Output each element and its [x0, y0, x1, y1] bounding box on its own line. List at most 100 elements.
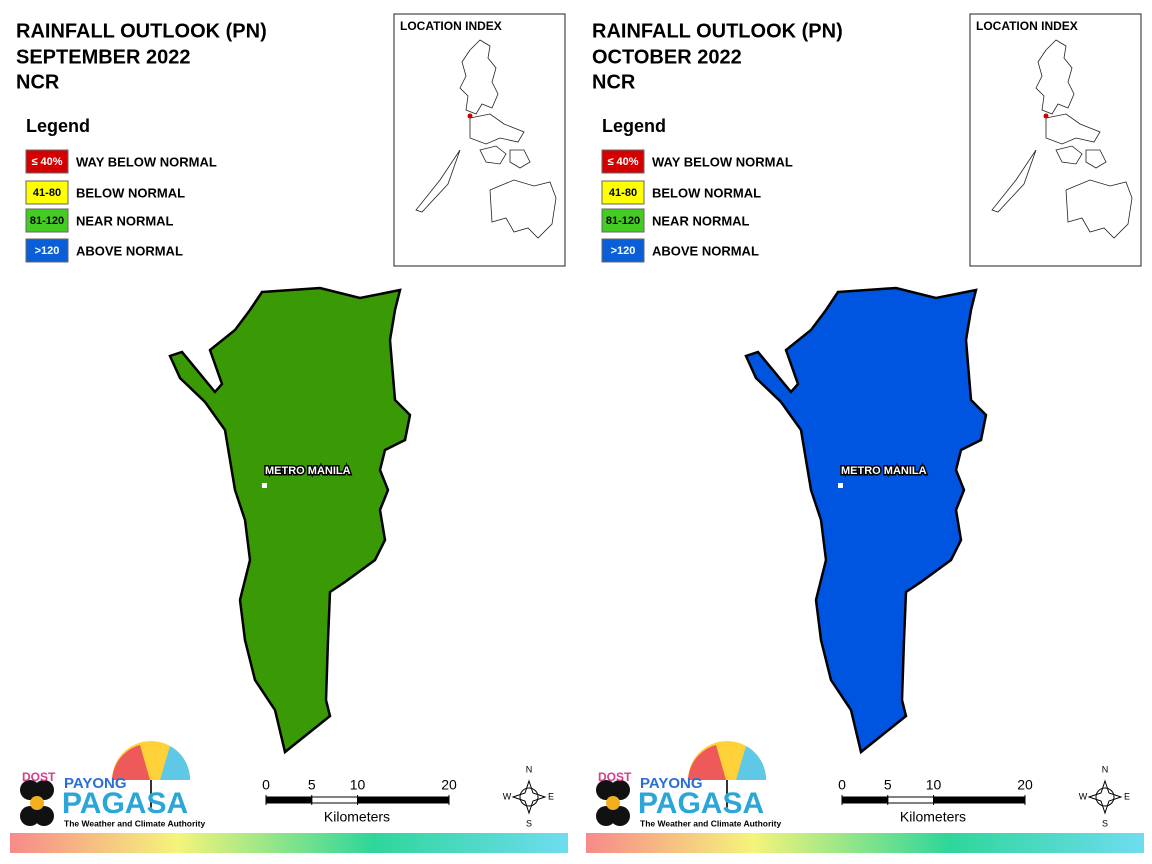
scale-segment — [841, 796, 889, 804]
compass-label: E — [548, 791, 554, 801]
logo-pagasa: PAGASA — [638, 787, 764, 820]
logo-umbrella-left — [112, 745, 150, 780]
index-island — [489, 179, 557, 239]
panel-title: SEPTEMBER 2022 — [16, 46, 191, 68]
footer-strip — [10, 833, 568, 853]
scale-label: 20 — [441, 777, 457, 793]
compass-ring — [519, 787, 539, 807]
compass-label: E — [1124, 791, 1130, 801]
logo-seal-center — [606, 796, 620, 810]
legend-range: 81-120 — [606, 215, 640, 227]
logo-umbrella-left — [688, 745, 726, 780]
scale-label: 10 — [350, 777, 366, 793]
index-island — [1065, 179, 1133, 239]
panel-title: NCR — [16, 71, 60, 93]
index-island — [459, 39, 499, 115]
index-island — [415, 149, 461, 213]
legend-label: ABOVE NORMAL — [652, 243, 759, 258]
scale-segment — [357, 796, 450, 804]
compass-label: W — [1079, 791, 1088, 801]
index-island — [1035, 39, 1075, 115]
scale-segment — [311, 796, 358, 804]
region-map — [744, 286, 988, 755]
scale-label: 0 — [262, 777, 270, 793]
panel-title: RAINFALL OUTLOOK (PN) — [592, 20, 843, 42]
legend-label: WAY BELOW NORMAL — [652, 154, 793, 169]
logo-seal — [596, 780, 616, 800]
logo-dost: DOST — [598, 770, 632, 784]
legend-swatch — [601, 238, 645, 263]
panel: RAINFALL OUTLOOK (PN) SEPTEMBER 2022 NCR Le… — [10, 13, 568, 853]
index-island — [1045, 113, 1101, 145]
scale-segment — [265, 796, 313, 804]
legend-label: NEAR NORMAL — [76, 213, 174, 228]
legend-label: NEAR NORMAL — [652, 213, 750, 228]
panel: RAINFALL OUTLOOK (PN) OCTOBER 2022 NCR Lege… — [586, 13, 1144, 853]
scale-label: 10 — [926, 777, 942, 793]
legend-swatch — [25, 208, 69, 233]
location-index-title: LOCATION INDEX — [400, 19, 502, 33]
legend-swatch — [25, 238, 69, 263]
scale-label: 0 — [838, 777, 846, 793]
scale-segment — [933, 796, 1026, 804]
legend-range: 41-80 — [609, 187, 637, 199]
compass-label: S — [1102, 818, 1108, 828]
logo-seal — [34, 806, 54, 826]
index-island — [469, 113, 525, 145]
logo-dost: DOST — [22, 770, 56, 784]
logo-seal — [20, 806, 40, 826]
legend-range: 41-80 — [33, 187, 61, 199]
compass-star — [511, 779, 547, 815]
compass-label: N — [1102, 764, 1109, 774]
logo-payong: PAYONG — [640, 775, 703, 792]
compass-ring — [1095, 787, 1115, 807]
compass-star — [1087, 779, 1123, 815]
logo-seal — [20, 780, 40, 800]
city-marker — [838, 483, 843, 488]
compass-label: W — [503, 791, 512, 801]
legend-swatch — [601, 208, 645, 233]
logo-seal — [34, 780, 54, 800]
logo-seal — [610, 806, 630, 826]
legend-range: ≤ 40% — [607, 156, 638, 168]
map-label: METRO MANILA — [841, 465, 927, 477]
legend-range: >120 — [35, 245, 60, 257]
region-map — [168, 286, 412, 755]
legend-label: ABOVE NORMAL — [76, 243, 183, 258]
city-marker — [262, 483, 267, 488]
compass-label: N — [526, 764, 533, 774]
index-island — [479, 145, 531, 169]
index-ncr-marker — [467, 113, 473, 119]
scale-unit: Kilometers — [900, 809, 966, 825]
panel-title: OCTOBER 2022 — [592, 46, 742, 68]
legend-label: BELOW NORMAL — [652, 185, 761, 200]
logo-tagline: The Weather and Climate Authority — [640, 818, 781, 828]
legend-label: WAY BELOW NORMAL — [76, 154, 217, 169]
logo-seal — [596, 806, 616, 826]
logo-pagasa: PAGASA — [62, 787, 188, 820]
legend-range: 81-120 — [30, 215, 64, 227]
logo-tagline: The Weather and Climate Authority — [64, 818, 205, 828]
scale-segment — [887, 796, 934, 804]
logo-seal-center — [30, 796, 44, 810]
location-index-title: LOCATION INDEX — [976, 19, 1078, 33]
logo-umbrella-right — [736, 746, 767, 780]
panel-title: RAINFALL OUTLOOK (PN) — [16, 20, 267, 42]
scale-label: 5 — [308, 777, 316, 793]
scale-label: 20 — [1017, 777, 1033, 793]
scale-label: 5 — [884, 777, 892, 793]
index-island — [1055, 145, 1107, 169]
legend-swatch — [25, 180, 69, 205]
logo-payong: PAYONG — [64, 775, 127, 792]
legend-swatch — [25, 149, 69, 174]
legend-swatch — [601, 149, 645, 174]
scale-unit: Kilometers — [324, 809, 390, 825]
legend-range: >120 — [611, 245, 636, 257]
compass-label: S — [526, 818, 532, 828]
map-label: METRO MANILA — [265, 465, 351, 477]
legend-range: ≤ 40% — [31, 156, 62, 168]
logo-umbrella-right — [160, 746, 191, 780]
legend-swatch — [601, 180, 645, 205]
legend-title: Legend — [26, 116, 90, 136]
